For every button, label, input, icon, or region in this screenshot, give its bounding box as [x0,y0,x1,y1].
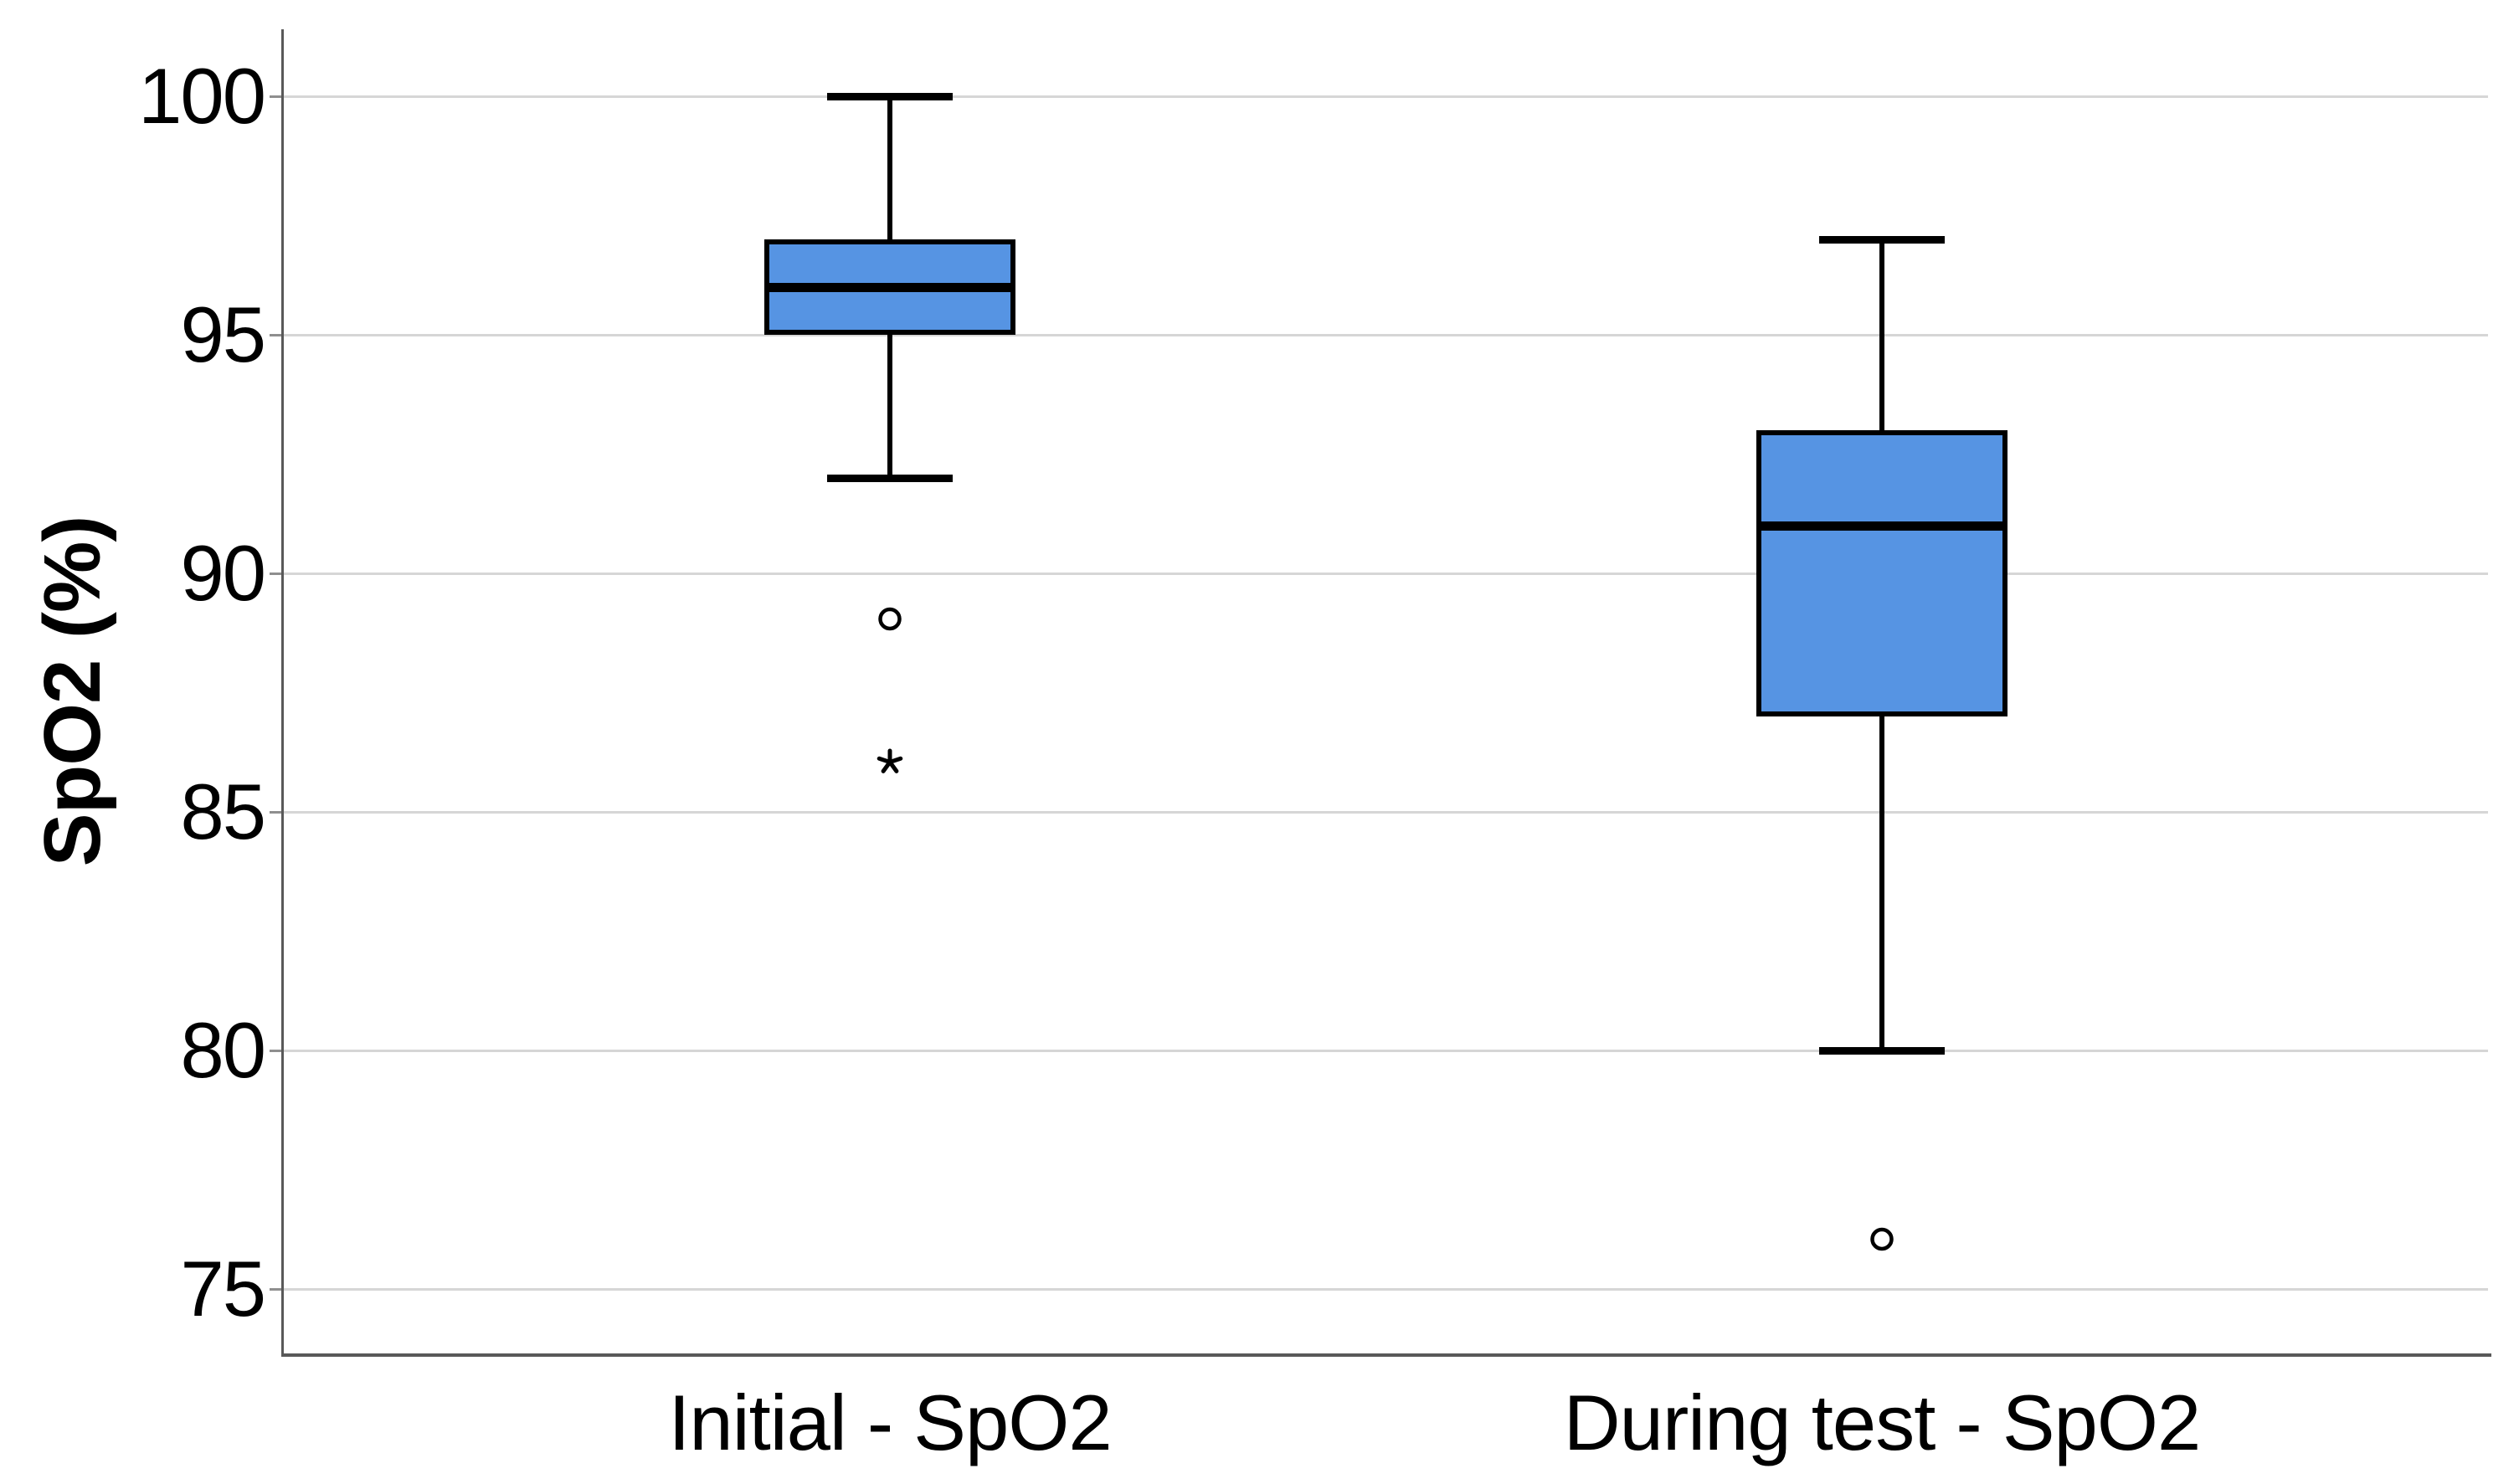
lower-whisker-cap [1819,1047,1945,1055]
median-line [764,283,1015,292]
lower-whisker-cap [827,475,953,482]
gridline [281,573,2488,575]
upper-whisker-cap [827,93,953,100]
y-axis-tick [270,334,281,336]
bottom-axis-line [281,1353,2491,1357]
y-axis-tick [270,95,281,98]
y-tick-label: 85 [180,768,266,855]
y-tick-label: 80 [180,1006,266,1094]
gridline [281,334,2488,336]
upper-whisker-line [887,96,892,239]
gridline [281,95,2488,98]
box [1756,430,2007,716]
upper-whisker-line [1879,239,1884,430]
gridline [281,811,2488,814]
upper-whisker-cap [1819,236,1945,244]
y-tick-label: 75 [180,1245,266,1333]
lower-whisker-line [1879,716,1884,1050]
y-tick-label: 90 [180,529,266,617]
y-axis-tick [270,1050,281,1052]
y-axis-tick [270,811,281,814]
gridline [281,1288,2488,1291]
extreme-star-marker [877,748,903,780]
lower-whisker-line [887,335,892,478]
outlier-circle-marker [877,606,903,637]
y-tick-label: 95 [180,290,266,378]
x-category-label: Initial - SpO2 [668,1379,1112,1466]
outlier-circle-marker [1869,1226,1895,1257]
y-axis-tick [270,573,281,575]
left-axis-line [281,29,284,1357]
y-axis-title: SpO2 (%) [28,516,117,867]
x-category-label: During test - SpO2 [1563,1379,2201,1466]
y-axis-tick [270,1288,281,1291]
gridline [281,1050,2488,1052]
median-line [1756,521,2007,531]
y-tick-label: 100 [138,52,266,140]
